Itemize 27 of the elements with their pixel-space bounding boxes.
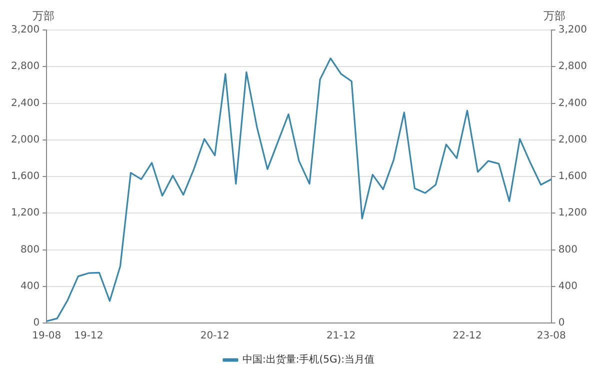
y2-tick-label: 800: [558, 244, 578, 256]
legend-label: 中国:出货量:手机(5G):当月值: [242, 354, 375, 366]
x-tick-label: 20-12: [200, 330, 230, 342]
y-tick-label: 2,000: [10, 134, 40, 146]
y-tick-label: 1,200: [10, 208, 40, 219]
y-tick-label: 0: [33, 318, 40, 329]
y-axis-title: 万部: [32, 9, 55, 22]
y2-tick-label: 0: [558, 318, 565, 329]
x-tick-label: 22-12: [452, 330, 482, 342]
y-tick-label: 2,800: [10, 61, 40, 72]
x-tick-label: 19-08: [32, 330, 62, 342]
x-tick-label: 19-12: [74, 330, 104, 342]
y-tick-label: 2,400: [10, 98, 40, 109]
y-tick-label: 400: [20, 280, 40, 292]
y2-axis-title: 万部: [543, 9, 566, 22]
y2-tick-label: 1,200: [558, 208, 588, 219]
y-tick-label: 1,600: [10, 171, 40, 182]
y2-tick-label: 2,800: [558, 61, 588, 72]
y-tick-label: 800: [20, 244, 40, 256]
y2-tick-label: 2,000: [558, 134, 588, 146]
x-tick-label: 23-08: [536, 330, 566, 342]
y2-tick-label: 2,400: [558, 98, 588, 109]
y-tick-label: 3,200: [10, 24, 40, 36]
y2-tick-label: 1,600: [558, 171, 588, 182]
y2-tick-label: 3,200: [558, 24, 588, 36]
x-tick-label: 21-12: [326, 330, 356, 342]
y2-tick-label: 400: [558, 280, 578, 292]
